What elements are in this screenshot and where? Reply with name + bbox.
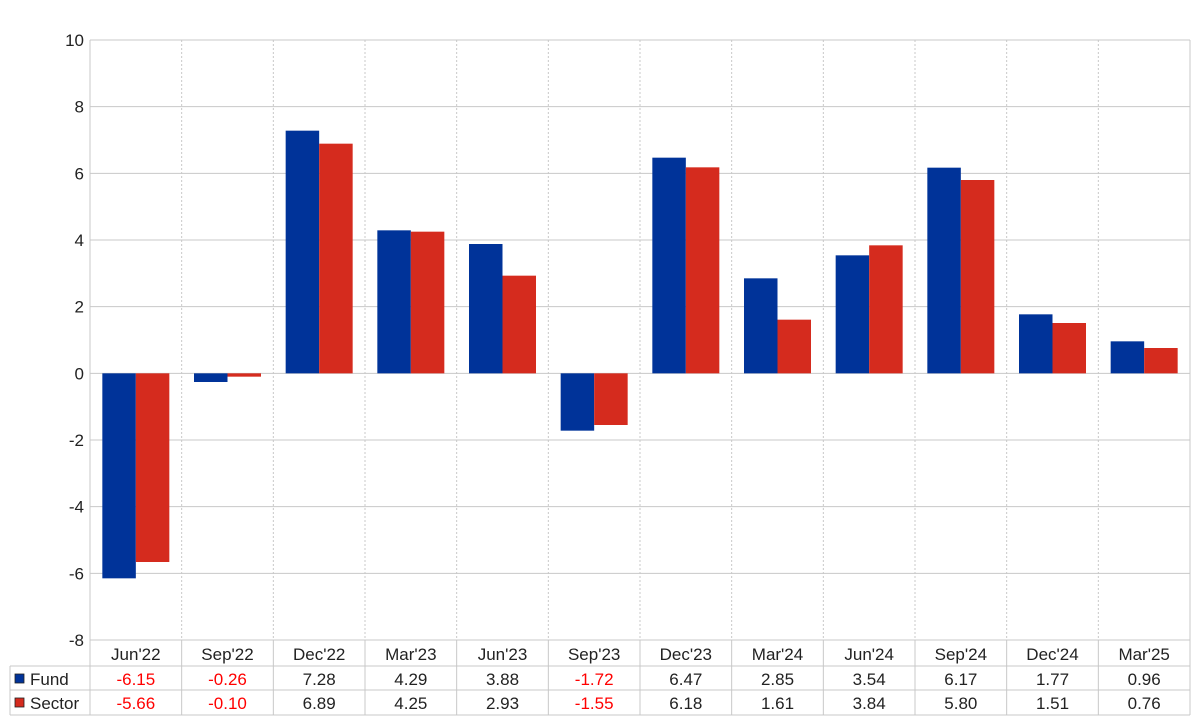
x-tick-label: Dec'24 — [1026, 645, 1078, 664]
bar-fund-8 — [835, 255, 870, 374]
bar-fund-2 — [285, 130, 320, 374]
data-label-sector-6: 6.18 — [669, 694, 702, 713]
data-label-sector-7: 1.61 — [761, 694, 794, 713]
bar-fund-1 — [194, 373, 228, 382]
bar-fund-9 — [927, 167, 961, 374]
legend-label-fund: Fund — [30, 670, 69, 689]
x-tick-label: Sep'23 — [568, 645, 620, 664]
bar-sector-1 — [227, 373, 261, 377]
bar-sector-8 — [869, 245, 903, 374]
y-tick-label: 10 — [65, 31, 84, 50]
y-tick-label: -6 — [69, 564, 84, 583]
bar-sector-7 — [777, 319, 811, 374]
data-label-sector-9: 5.80 — [944, 694, 977, 713]
legend-swatch-fund — [14, 673, 25, 684]
x-tick-label: Sep'24 — [935, 645, 987, 664]
bar-fund-11 — [1110, 341, 1145, 374]
bar-sector-4 — [502, 275, 536, 374]
x-tick-label: Jun'23 — [478, 645, 528, 664]
bar-sector-9 — [960, 180, 995, 374]
data-label-fund-4: 3.88 — [486, 670, 519, 689]
bar-sector-2 — [319, 143, 353, 374]
bar-fund-10 — [1019, 314, 1053, 374]
data-label-fund-10: 1.77 — [1036, 670, 1069, 689]
y-tick-label: 8 — [75, 98, 84, 117]
data-label-fund-8: 3.54 — [853, 670, 886, 689]
data-label-fund-11: 0.96 — [1128, 670, 1161, 689]
y-tick-label: -8 — [69, 631, 84, 650]
data-label-sector-0: -5.66 — [116, 694, 155, 713]
y-tick-label: 6 — [75, 164, 84, 183]
x-tick-label: Dec'23 — [660, 645, 712, 664]
data-label-fund-3: 4.29 — [394, 670, 427, 689]
x-tick-label: Mar'25 — [1118, 645, 1169, 664]
bar-fund-3 — [377, 230, 411, 374]
bar-sector-10 — [1052, 323, 1086, 374]
x-tick-label: Dec'22 — [293, 645, 345, 664]
data-label-sector-10: 1.51 — [1036, 694, 1069, 713]
data-label-fund-2: 7.28 — [303, 670, 336, 689]
x-tick-label: Jun'22 — [111, 645, 161, 664]
legend-label-sector: Sector — [30, 694, 79, 713]
x-tick-label: Mar'23 — [385, 645, 436, 664]
bar-sector-5 — [594, 373, 628, 425]
x-tick-label: Jun'24 — [844, 645, 894, 664]
data-label-sector-4: 2.93 — [486, 694, 519, 713]
bar-sector-11 — [1144, 348, 1178, 374]
data-label-sector-5: -1.55 — [575, 694, 614, 713]
data-label-sector-8: 3.84 — [853, 694, 886, 713]
data-label-fund-5: -1.72 — [575, 670, 614, 689]
data-label-sector-2: 6.89 — [303, 694, 336, 713]
data-label-sector-1: -0.10 — [208, 694, 247, 713]
y-tick-label: -4 — [69, 498, 84, 517]
data-label-fund-6: 6.47 — [669, 670, 702, 689]
data-label-fund-9: 6.17 — [944, 670, 977, 689]
data-label-sector-11: 0.76 — [1128, 694, 1161, 713]
bar-sector-6 — [685, 167, 720, 374]
y-tick-label: 2 — [75, 298, 84, 317]
bar-sector-0 — [135, 373, 170, 562]
bar-fund-7 — [744, 278, 778, 374]
bar-fund-0 — [102, 373, 136, 579]
data-label-fund-7: 2.85 — [761, 670, 794, 689]
legend-swatch-sector — [14, 697, 25, 708]
bar-fund-6 — [652, 157, 686, 374]
y-tick-label: 4 — [75, 231, 84, 250]
data-label-fund-1: -0.26 — [208, 670, 247, 689]
y-tick-label: -2 — [69, 431, 84, 450]
bar-fund-4 — [469, 244, 503, 374]
x-tick-label: Mar'24 — [752, 645, 803, 664]
x-tick-label: Sep'22 — [201, 645, 253, 664]
y-tick-label: 0 — [75, 364, 84, 383]
data-label-sector-3: 4.25 — [394, 694, 427, 713]
bar-fund-5 — [560, 373, 595, 431]
bar-sector-3 — [410, 231, 445, 374]
data-label-fund-0: -6.15 — [116, 670, 155, 689]
